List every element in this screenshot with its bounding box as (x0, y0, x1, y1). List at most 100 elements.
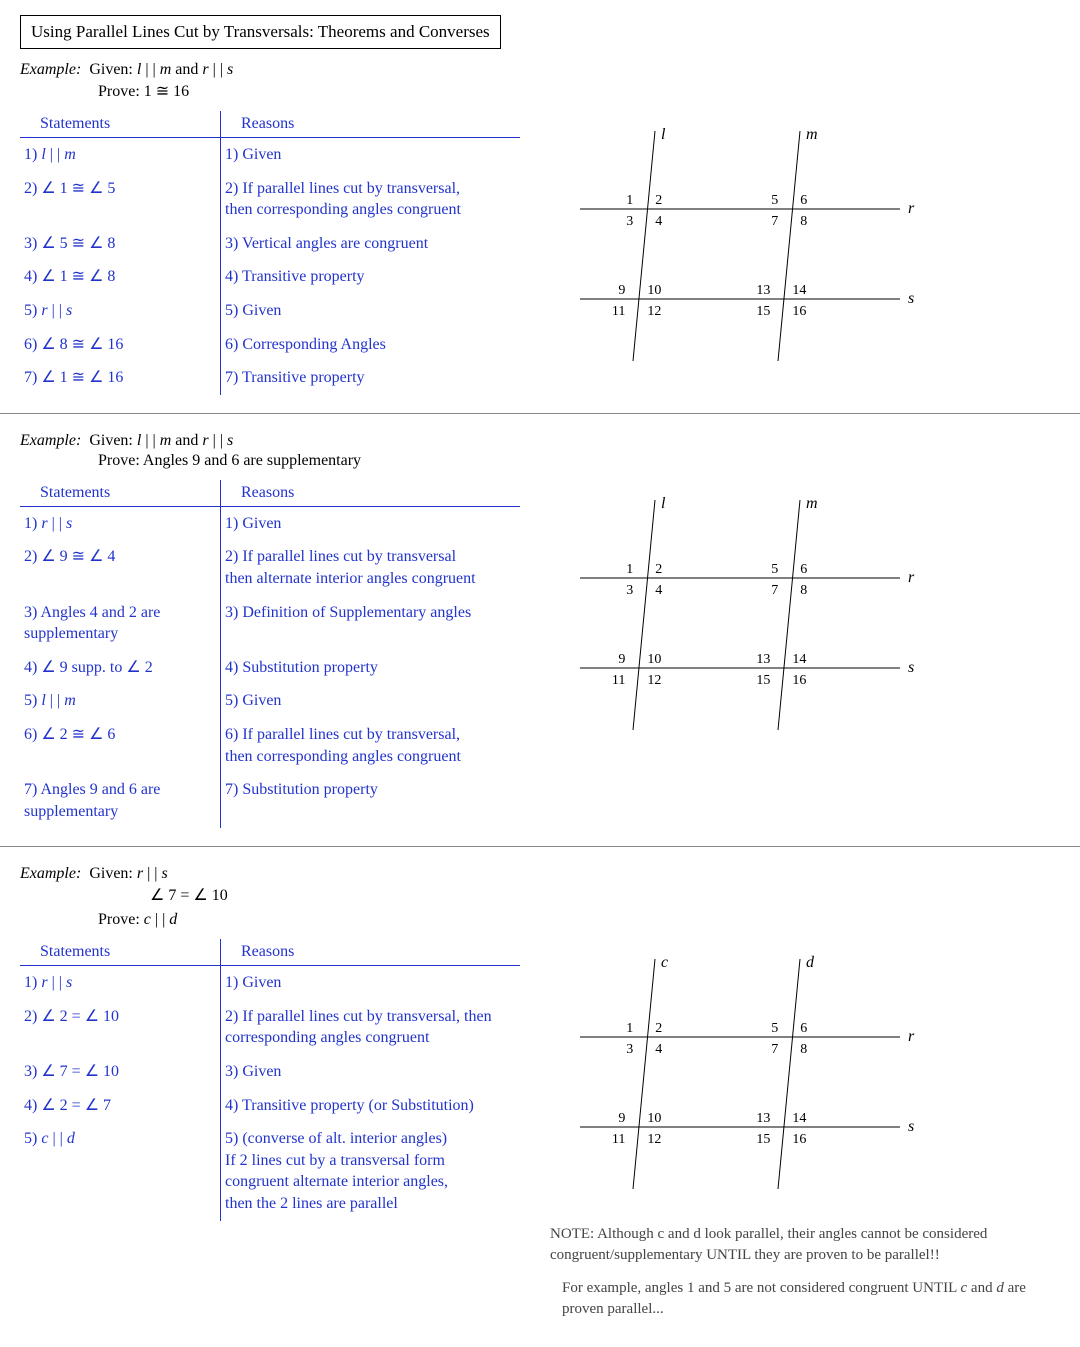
svg-text:s: s (908, 290, 914, 307)
svg-text:9: 9 (618, 652, 625, 667)
diagram-3: c d r s 1 2 3 4 5 6 7 8 9 10 11 12 13 14… (550, 939, 1060, 1332)
col-reasons: Reasons (221, 111, 521, 138)
statement-cell: 7) ∠ 1 ≅ ∠ 16 (20, 361, 221, 395)
reason-cell: 5) Given (221, 684, 521, 718)
proof-table-3: Statements Reasons 1) r | | s1) Given2) … (20, 939, 520, 1220)
svg-text:4: 4 (655, 214, 662, 229)
reason-cell: 3) Given (221, 1055, 521, 1089)
proof-table-2: Statements Reasons 1) r | | s1) Given2) … (20, 480, 520, 829)
svg-text:5: 5 (771, 562, 778, 577)
reason-cell: 1) Given (221, 506, 521, 540)
diagram-2: l m r s 1 2 3 4 5 6 7 8 9 10 11 12 13 14… (550, 480, 1060, 745)
given-text: Given: l | | m and r | | s (89, 61, 233, 78)
statement-cell: 5) c | | d (20, 1122, 221, 1220)
diagram-1: l m r s 1 2 3 4 5 6 7 8 9 10 11 12 13 14… (550, 111, 1060, 376)
statement-cell: 2) ∠ 9 ≅ ∠ 4 (20, 540, 221, 595)
svg-text:13: 13 (756, 283, 770, 298)
example-label: Example: (20, 865, 81, 882)
example-label: Example: (20, 61, 81, 78)
statement-cell: 6) ∠ 2 ≅ ∠ 6 (20, 718, 221, 773)
statement-cell: 2) ∠ 1 ≅ ∠ 5 (20, 172, 221, 227)
svg-text:14: 14 (792, 283, 806, 298)
parallel-lines-diagram: c d r s 1 2 3 4 5 6 7 8 9 10 11 12 13 14… (550, 949, 930, 1199)
svg-text:1: 1 (626, 1021, 633, 1036)
svg-text:11: 11 (612, 1132, 625, 1147)
svg-text:16: 16 (792, 1132, 806, 1147)
reason-cell: 5) (converse of alt. interior angles) If… (221, 1122, 521, 1220)
svg-text:m: m (806, 126, 818, 143)
svg-text:r: r (908, 569, 915, 586)
svg-text:5: 5 (771, 193, 778, 208)
reason-cell: 2) If parallel lines cut by transversal,… (221, 1000, 521, 1055)
reason-cell: 6) Corresponding Angles (221, 328, 521, 362)
svg-text:16: 16 (792, 673, 806, 688)
col-statements: Statements (20, 480, 221, 507)
reason-cell: 7) Substitution property (221, 773, 521, 828)
svg-text:r: r (908, 200, 915, 217)
proof-table-1: Statements Reasons 1) l | | m1) Given2) … (20, 111, 520, 395)
given-text: Given: l | | m and r | | s (89, 432, 233, 449)
svg-text:1: 1 (626, 562, 633, 577)
svg-text:3: 3 (626, 1042, 633, 1057)
parallel-lines-diagram: l m r s 1 2 3 4 5 6 7 8 9 10 11 12 13 14… (550, 121, 930, 371)
svg-text:12: 12 (647, 673, 661, 688)
statement-cell: 4) ∠ 9 supp. to ∠ 2 (20, 651, 221, 685)
prove-text: Prove: 1 ≅ 16 (98, 81, 1060, 101)
svg-text:2: 2 (655, 1021, 662, 1036)
reason-cell: 2) If parallel lines cut by transversal … (221, 540, 521, 595)
svg-text:10: 10 (647, 283, 661, 298)
statement-cell: 4) ∠ 1 ≅ ∠ 8 (20, 260, 221, 294)
svg-text:6: 6 (800, 562, 807, 577)
statement-cell: 2) ∠ 2 = ∠ 10 (20, 1000, 221, 1055)
reason-cell: 2) If parallel lines cut by transversal,… (221, 172, 521, 227)
svg-text:8: 8 (800, 1042, 807, 1057)
svg-text:7: 7 (771, 214, 778, 229)
example-2: Example: Given: l | | m and r | | s Prov… (20, 432, 1060, 829)
svg-text:6: 6 (800, 193, 807, 208)
svg-text:16: 16 (792, 304, 806, 319)
reason-cell: 1) Given (221, 966, 521, 1000)
reason-cell: 1) Given (221, 138, 521, 172)
statement-cell: 3) Angles 4 and 2 are supplementary (20, 596, 221, 651)
svg-text:2: 2 (655, 193, 662, 208)
col-reasons: Reasons (221, 480, 521, 507)
svg-text:8: 8 (800, 583, 807, 598)
col-statements: Statements (20, 111, 221, 138)
col-reasons: Reasons (221, 939, 521, 966)
svg-text:1: 1 (626, 193, 633, 208)
statement-cell: 1) r | | s (20, 506, 221, 540)
svg-text:12: 12 (647, 1132, 661, 1147)
svg-text:9: 9 (618, 283, 625, 298)
svg-text:3: 3 (626, 583, 633, 598)
svg-text:m: m (806, 495, 818, 512)
statement-cell: 6) ∠ 8 ≅ ∠ 16 (20, 328, 221, 362)
note-block: NOTE: Although c and d look parallel, th… (550, 1224, 1060, 1320)
svg-text:6: 6 (800, 1021, 807, 1036)
svg-text:5: 5 (771, 1021, 778, 1036)
svg-text:10: 10 (647, 1111, 661, 1126)
statement-cell: 4) ∠ 2 = ∠ 7 (20, 1089, 221, 1123)
example-label: Example: (20, 432, 81, 449)
svg-text:10: 10 (647, 652, 661, 667)
statement-cell: 1) r | | s (20, 966, 221, 1000)
reason-cell: 4) Substitution property (221, 651, 521, 685)
svg-text:12: 12 (647, 304, 661, 319)
svg-text:c: c (661, 954, 668, 971)
svg-text:3: 3 (626, 214, 633, 229)
prove-text: Prove: c | | d (98, 911, 1060, 929)
reason-cell: 6) If parallel lines cut by transversal,… (221, 718, 521, 773)
note-1: NOTE: Although c and d look parallel, th… (550, 1224, 1060, 1266)
svg-text:s: s (908, 659, 914, 676)
statement-cell: 5) l | | m (20, 684, 221, 718)
statement-cell: 7) Angles 9 and 6 are supplementary (20, 773, 221, 828)
given-text: Given: r | | s (89, 865, 167, 882)
page-title: Using Parallel Lines Cut by Transversals… (20, 15, 501, 49)
reason-cell: 7) Transitive property (221, 361, 521, 395)
svg-text:7: 7 (771, 583, 778, 598)
svg-text:11: 11 (612, 304, 625, 319)
svg-text:7: 7 (771, 1042, 778, 1057)
reason-cell: 4) Transitive property (221, 260, 521, 294)
svg-text:s: s (908, 1118, 914, 1135)
svg-text:15: 15 (756, 673, 770, 688)
svg-text:13: 13 (756, 652, 770, 667)
